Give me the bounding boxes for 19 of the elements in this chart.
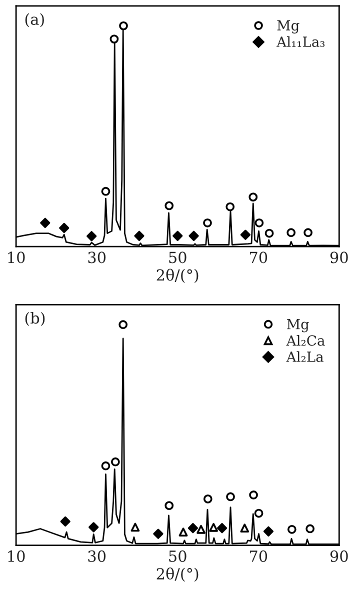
x-tick-label: 70: [250, 252, 268, 264]
x-tick-label: 90: [330, 550, 348, 562]
legend-label: Mg: [287, 319, 310, 332]
x-tick-label: 30: [88, 252, 106, 264]
x-tick-label: 70: [250, 550, 268, 562]
legend-label: Al₂Ca: [286, 335, 325, 346]
x-axis-title: 2θ/(°): [156, 568, 198, 582]
annotation: (b): [25, 312, 45, 326]
x-axis-title: 2θ/(°): [156, 268, 198, 283]
legend-label: Mg: [277, 20, 300, 34]
x-tick-label: 50: [169, 252, 186, 264]
legend-label: Al₁₁La₃: [276, 36, 325, 47]
x-tick-label: 10: [8, 550, 25, 562]
annotation: (a): [25, 13, 44, 28]
x-tick-label: 90: [330, 252, 348, 264]
legend-label: Al₂La: [286, 351, 324, 362]
x-tick-label: 50: [169, 550, 186, 562]
x-tick-label: 30: [88, 550, 106, 562]
x-tick-label: 10: [8, 252, 25, 264]
